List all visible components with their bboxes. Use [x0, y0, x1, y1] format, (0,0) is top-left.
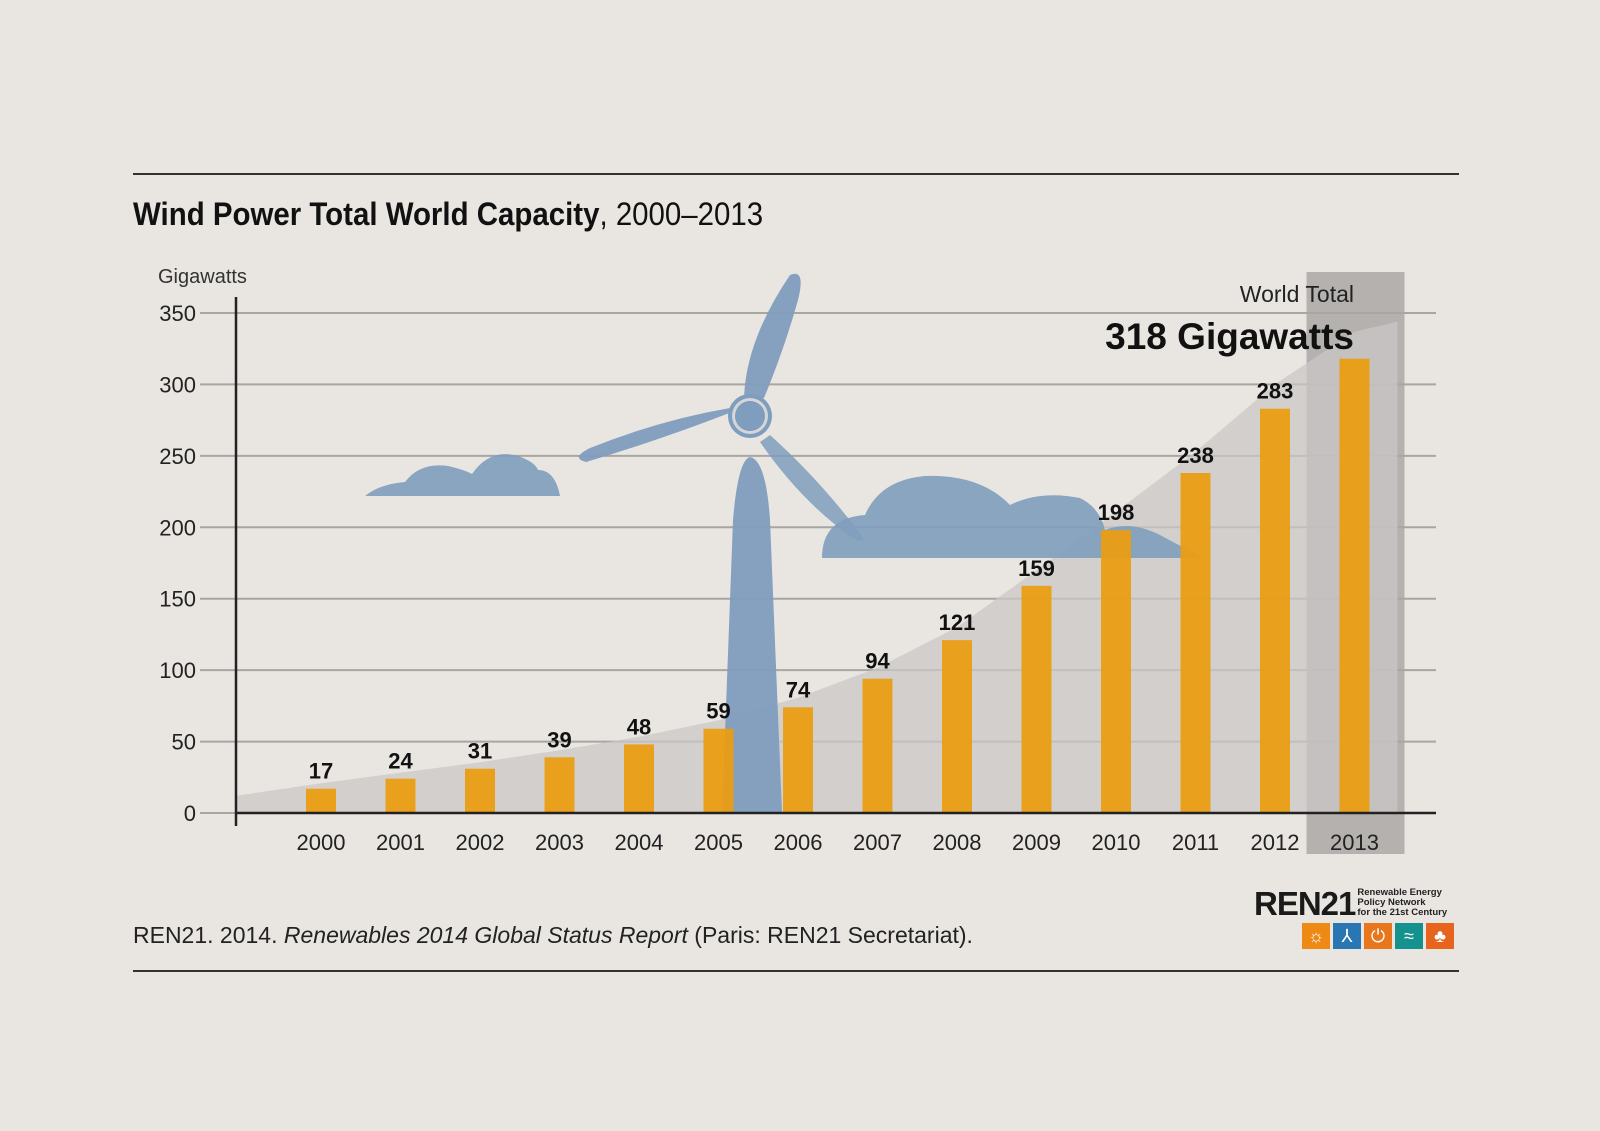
y-tick-label: 150	[159, 587, 196, 612]
data-label: 198	[1098, 500, 1135, 525]
annotation-label: World Total	[1240, 281, 1354, 307]
bar-2004	[624, 744, 654, 813]
wind-turbine-icon: ⅄	[1333, 923, 1361, 949]
bar-2006	[783, 707, 813, 813]
y-tick-label: 0	[184, 801, 196, 826]
y-tick-label: 200	[159, 515, 196, 540]
bar-2013	[1339, 358, 1370, 813]
x-tick-label: 2006	[774, 830, 823, 855]
x-tick-label: 2007	[853, 830, 902, 855]
x-tick-label: 2010	[1092, 830, 1141, 855]
ren21-logo: REN21 Renewable Energy Policy Network for t…	[1254, 885, 1454, 949]
x-tick-label: 2008	[933, 830, 982, 855]
bar-2003	[544, 757, 575, 813]
bar-2000	[306, 788, 336, 813]
x-tick-label: 2011	[1172, 830, 1219, 855]
sun-icon: ☼	[1302, 923, 1330, 949]
logo-wordmark: REN21	[1254, 885, 1356, 922]
y-tick-label: 250	[159, 444, 196, 469]
source-citation: REN21. 2014. Renewables 2014 Global Stat…	[133, 922, 973, 948]
flame-icon: ⏻	[1364, 923, 1392, 949]
data-label: 283	[1257, 379, 1294, 404]
x-tick-label: 2002	[456, 830, 505, 855]
bottom-rule	[133, 970, 1459, 972]
y-tick-label: 350	[159, 301, 196, 326]
bar-2005	[703, 728, 734, 813]
data-label: 238	[1177, 443, 1214, 468]
y-axis-label: Gigawatts	[158, 266, 247, 288]
y-tick-label: 300	[159, 372, 196, 397]
cloud-icon	[365, 454, 560, 496]
bar-2007	[862, 678, 893, 813]
x-tick-label: 2001	[376, 830, 425, 855]
data-label: 121	[939, 610, 976, 635]
x-tick-label: 2003	[535, 830, 584, 855]
waves-icon: ≈	[1395, 923, 1423, 949]
bar-2002	[465, 768, 495, 813]
chart-title: Wind Power Total World Capacity, 2000–20…	[133, 196, 764, 232]
data-label: 17	[309, 759, 333, 784]
x-tick-label: 2009	[1012, 830, 1061, 855]
turbine-blade	[578, 408, 732, 462]
turbine-blade	[744, 273, 801, 398]
x-tick-label: 2013	[1330, 830, 1379, 855]
y-tick-label: 50	[172, 730, 196, 755]
bar-2009	[1021, 585, 1052, 813]
bar-2008	[942, 640, 972, 813]
data-label: 39	[547, 727, 571, 752]
top-rule	[133, 173, 1459, 175]
data-label: 59	[706, 699, 730, 724]
data-label: 159	[1018, 556, 1055, 581]
logo-tagline: Renewable Energy Policy Network for the 21…	[1357, 887, 1448, 918]
growth-area	[236, 321, 1398, 813]
leaf-icon: ♣	[1426, 923, 1454, 949]
wind-turbine-icon	[578, 273, 863, 813]
turbine-tower	[722, 457, 782, 813]
bar-2012	[1260, 408, 1290, 813]
data-label: 48	[627, 714, 651, 739]
x-tick-label: 2000	[297, 830, 346, 855]
x-tick-label: 2012	[1251, 830, 1300, 855]
bar-2011	[1180, 473, 1211, 813]
data-label: 24	[388, 749, 413, 774]
data-label: 74	[786, 677, 811, 702]
data-label: 31	[468, 739, 492, 764]
x-tick-label: 2005	[694, 830, 743, 855]
y-tick-label: 100	[159, 658, 196, 683]
x-tick-label: 2004	[615, 830, 664, 855]
turbine-blade	[760, 435, 863, 541]
annotation-value: 318 Gigawatts	[1105, 316, 1354, 357]
data-label: 94	[865, 649, 890, 674]
bar-2010	[1101, 530, 1131, 813]
turbine-hub-cap	[735, 401, 765, 431]
bar-2001	[385, 778, 416, 813]
